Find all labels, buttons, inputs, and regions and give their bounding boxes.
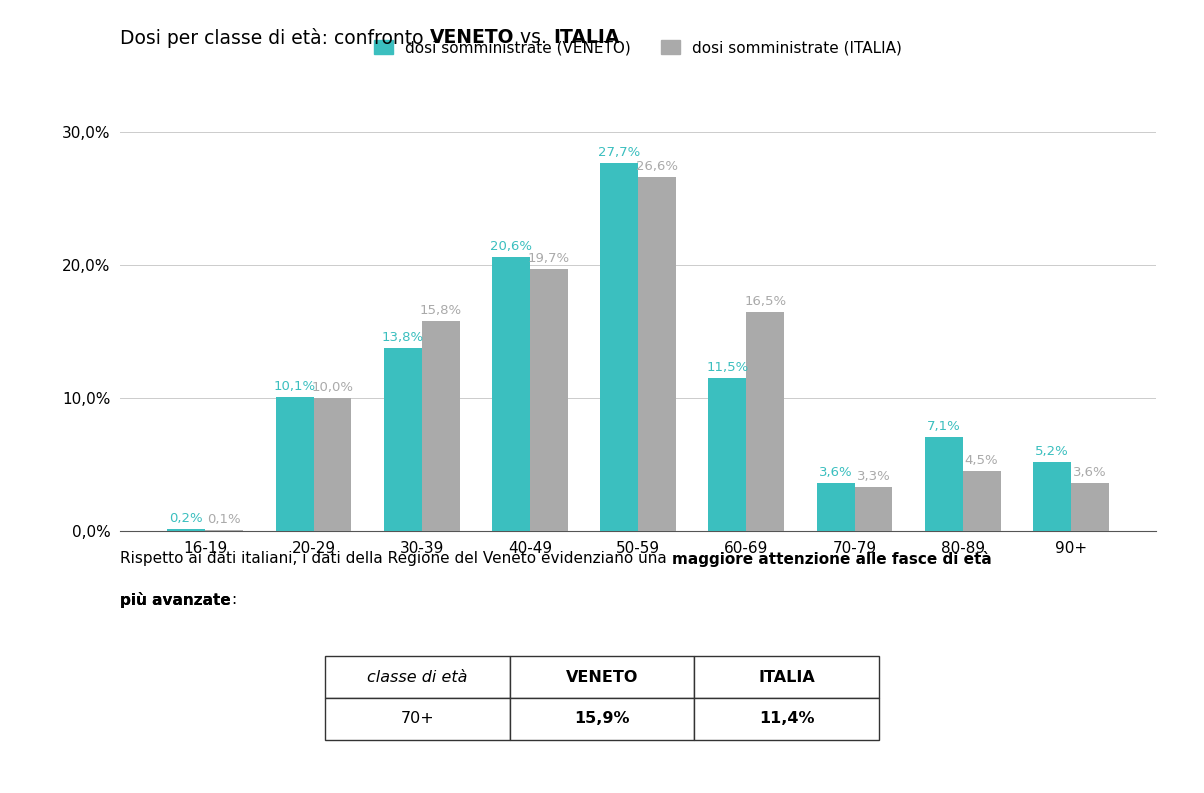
Bar bbox=[313, 398, 352, 531]
Text: maggiore attenzione alle fasce di età: maggiore attenzione alle fasce di età bbox=[672, 551, 992, 567]
Text: 13,8%: 13,8% bbox=[382, 331, 424, 343]
Text: :: : bbox=[231, 592, 236, 607]
Text: Rispetto ai dati italiani, i dati della Regione del Veneto evidenziano una: Rispetto ai dati italiani, i dati della … bbox=[120, 551, 672, 566]
Text: più avanzate: più avanzate bbox=[120, 592, 231, 608]
Text: 3,6%: 3,6% bbox=[819, 466, 852, 480]
Text: 10,0%: 10,0% bbox=[312, 381, 354, 394]
Text: ITALIA: ITALIA bbox=[554, 28, 620, 47]
Bar bbox=[746, 312, 784, 531]
Text: 5,2%: 5,2% bbox=[1035, 445, 1069, 458]
Bar bbox=[167, 529, 206, 531]
Text: 16,5%: 16,5% bbox=[744, 295, 786, 308]
Bar bbox=[421, 321, 460, 531]
Bar bbox=[206, 530, 243, 531]
Bar bbox=[276, 397, 313, 531]
Text: 0,2%: 0,2% bbox=[170, 511, 203, 525]
Text: 15,8%: 15,8% bbox=[420, 305, 461, 317]
Bar bbox=[855, 488, 892, 531]
Text: 3,6%: 3,6% bbox=[1073, 466, 1106, 480]
Legend: dosi somministrate (VENETO), dosi somministrate (ITALIA): dosi somministrate (VENETO), dosi sommin… bbox=[374, 40, 902, 55]
Text: 3,3%: 3,3% bbox=[856, 470, 890, 484]
Bar bbox=[816, 484, 855, 531]
Text: più avanzate: più avanzate bbox=[120, 592, 231, 608]
Text: 4,5%: 4,5% bbox=[964, 454, 998, 467]
Text: 20,6%: 20,6% bbox=[490, 240, 532, 253]
Text: 10,1%: 10,1% bbox=[273, 380, 315, 393]
Text: VENETO: VENETO bbox=[430, 28, 514, 47]
Text: vs.: vs. bbox=[514, 28, 554, 47]
Bar bbox=[638, 178, 675, 531]
Bar bbox=[963, 472, 1001, 531]
Bar bbox=[1033, 462, 1070, 531]
Bar bbox=[384, 348, 421, 531]
Bar bbox=[601, 163, 638, 531]
Bar bbox=[925, 437, 963, 531]
Text: 26,6%: 26,6% bbox=[636, 160, 678, 174]
Text: 7,1%: 7,1% bbox=[927, 419, 961, 433]
Text: 11,5%: 11,5% bbox=[707, 362, 749, 374]
Bar bbox=[492, 257, 530, 531]
Text: Dosi per classe di età: confronto: Dosi per classe di età: confronto bbox=[120, 28, 430, 48]
Bar bbox=[1070, 484, 1109, 531]
Text: 19,7%: 19,7% bbox=[527, 252, 569, 266]
Bar bbox=[530, 270, 568, 531]
Text: 27,7%: 27,7% bbox=[598, 146, 641, 159]
Bar bbox=[708, 378, 746, 531]
Text: 0,1%: 0,1% bbox=[207, 513, 241, 526]
